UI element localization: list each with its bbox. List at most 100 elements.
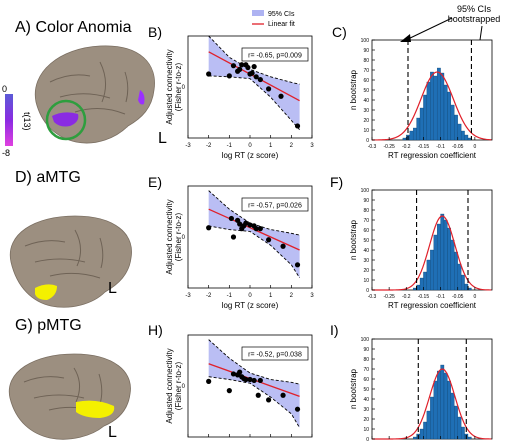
y-tick-label: 100 [361, 337, 370, 343]
r-box [241, 47, 309, 62]
histogram-bar [423, 94, 428, 141]
x-tick-label: 1 [269, 143, 273, 149]
brain-sulci [49, 61, 129, 115]
data-point [249, 70, 255, 76]
data-point [206, 71, 212, 77]
y-tick-label: 20 [363, 417, 369, 423]
ci-upper-line [208, 339, 300, 385]
data-point [237, 66, 243, 72]
x-tick-label: -3 [185, 143, 191, 149]
r-box [241, 346, 309, 361]
y-tick-label: 50 [363, 88, 369, 94]
histogram-bar [447, 91, 452, 141]
yellow-activation [35, 284, 57, 300]
x-tick-label: -1 [227, 293, 233, 299]
data-point [280, 243, 286, 249]
x-tick-label: -0.25 [383, 294, 395, 300]
panel-label-H: H) [148, 322, 163, 338]
brain-G [8, 353, 131, 440]
y-tick-label: 20 [363, 118, 369, 124]
panel-label-F: F) [330, 174, 343, 190]
histogram-chart-C: -0.3 -0.25 -0.2 -0.15 -0.1 -0.05 0 0 10 20 30 40 50 6… [349, 38, 493, 160]
y-tick-label: 70 [363, 218, 369, 224]
ci-arrowhead-left [400, 34, 411, 42]
r-text: r= -0.57, p=0.026 [248, 203, 302, 210]
data-point [239, 62, 245, 68]
data-point [237, 369, 243, 375]
y-tick-label: 80 [363, 58, 369, 64]
data-point [253, 226, 259, 232]
x-tick-label: -0.15 [418, 294, 430, 300]
brain-sulci [24, 229, 104, 279]
colorbar-max: 0 [2, 84, 7, 94]
x-tick-label: -0.3 [368, 144, 377, 150]
y-tick-label: 0 [182, 85, 186, 91]
data-point [226, 73, 232, 79]
histogram-bar [443, 372, 448, 440]
data-point [247, 376, 253, 383]
ci-lower-line [208, 376, 300, 428]
x-tick-label: -0.3 [368, 294, 377, 300]
y-tick-label: 40 [363, 248, 369, 254]
y-axis-label: n bootstrap [349, 368, 358, 409]
histogram-chart-F: -0.3 -0.25 -0.2 -0.15 -0.1 -0.05 0 0 10 20 30 40 50 6… [349, 188, 493, 310]
data-point [243, 220, 249, 226]
histogram-bar [423, 271, 428, 291]
histogram-bar [460, 426, 465, 440]
y-axis-label: n bootstrap [349, 219, 358, 260]
histogram-bar [454, 405, 458, 440]
histogram-bar [419, 277, 424, 291]
histogram-bar [419, 428, 424, 440]
purple-activation [52, 112, 79, 127]
r-text: r= -0.65, p=0.009 [248, 53, 302, 60]
y-tick-label: 80 [363, 208, 369, 214]
data-point [230, 63, 237, 69]
histogram-bar [457, 416, 462, 440]
histogram-bar [447, 380, 452, 440]
histogram-bar [416, 117, 421, 141]
data-point [278, 93, 284, 99]
x-tick-label: -0.05 [452, 144, 464, 150]
data-point [247, 222, 253, 228]
ci-lower-line [208, 225, 300, 279]
colorbar [5, 94, 13, 146]
y-tick-label: 60 [363, 377, 369, 383]
y-tick-label: 50 [363, 238, 369, 244]
data-point [251, 64, 257, 70]
x-tick-label: 0 [473, 144, 476, 150]
x-tick-label: -1 [227, 143, 233, 149]
data-point [257, 377, 263, 384]
ci-band [208, 36, 300, 130]
y-axis-label: Adjusted connectivity [165, 199, 174, 274]
histogram-bar [440, 72, 445, 141]
histogram-bar [412, 127, 417, 141]
histogram-bar [447, 227, 452, 291]
data-point [280, 392, 286, 398]
histogram-bar [443, 219, 448, 291]
data-point [245, 64, 251, 71]
y-tick-label: 60 [363, 78, 369, 84]
y-tick-label: 10 [363, 128, 369, 134]
ci-annotation-line1: 95% CIs [457, 4, 492, 14]
x-axis-label: log RT (z score) [222, 301, 279, 310]
panel-label-D: D) aMTG [15, 169, 81, 186]
data-point [206, 225, 212, 231]
histogram-bar [423, 421, 428, 440]
data-point [294, 123, 301, 129]
y-axis-label-2: (Fisher r-to-z) [174, 62, 183, 111]
histogram-chart-I: -0.3-0.25-0.2-0.15-0.1-0.050010203040506… [349, 337, 493, 441]
y-tick-label: 100 [361, 188, 370, 194]
y-tick-label: 90 [363, 347, 369, 353]
panel-label-B: B) [148, 24, 162, 40]
y-axis-label: Adjusted connectivity [165, 49, 174, 124]
y-axis-label: n bootstrap [349, 69, 358, 110]
x-tick-label: 0 [248, 143, 252, 149]
histogram-bar [443, 84, 448, 141]
histogram-bar [433, 380, 438, 440]
histogram-bar [402, 137, 407, 141]
yellow-activation [76, 400, 115, 418]
x-tick-label: -0.25 [383, 144, 395, 150]
hemisphere-label-A: L [158, 130, 167, 147]
colorbar-min: -8 [2, 148, 10, 158]
